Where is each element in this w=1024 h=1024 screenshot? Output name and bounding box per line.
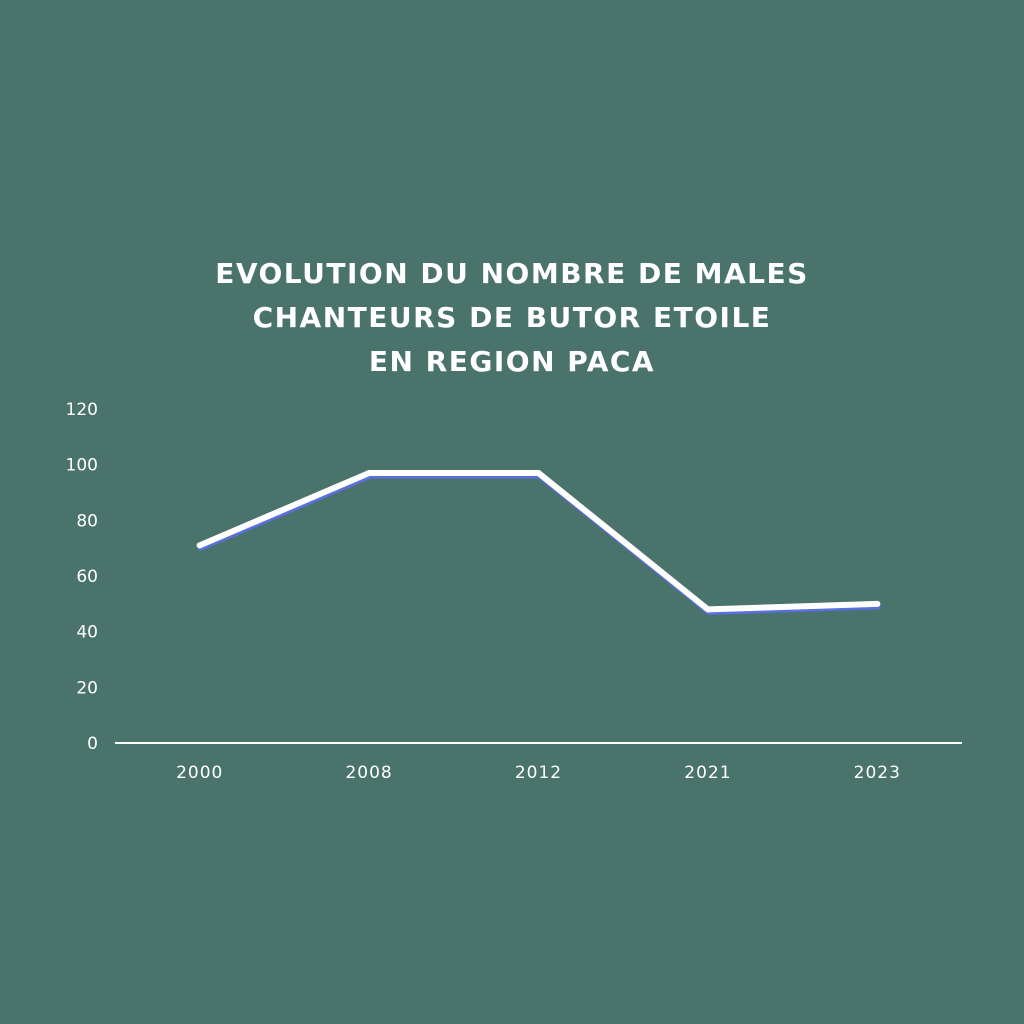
data-point <box>366 470 373 477</box>
x-axis-ticks: 2000 2008 2012 2021 2023 <box>176 763 901 783</box>
series-group <box>196 470 881 615</box>
drop-lines <box>199 473 878 743</box>
x-tick-label: 2023 <box>854 763 901 783</box>
chart-title-line-2: CHANTEURS DE BUTOR ETOILE <box>252 301 772 334</box>
series-line-shadow <box>198 473 881 615</box>
y-tick-label: 20 <box>76 678 98 698</box>
x-tick-label: 2008 <box>345 763 392 783</box>
x-tick-label: 2000 <box>176 763 223 783</box>
data-point <box>704 606 711 613</box>
y-tick-label: 60 <box>76 567 98 587</box>
y-tick-label: 100 <box>66 456 98 476</box>
y-tick-label: 0 <box>87 734 98 754</box>
chart-title: EVOLUTION DU NOMBRE DE MALES CHANTEURS D… <box>0 252 1024 384</box>
y-tick-label: 80 <box>76 511 98 531</box>
x-tick-label: 2021 <box>684 763 731 783</box>
x-tick-label: 2012 <box>515 763 562 783</box>
y-tick-label: 120 <box>66 400 98 420</box>
y-tick-label: 40 <box>76 623 98 643</box>
data-point <box>535 470 542 477</box>
data-point <box>874 600 881 607</box>
data-point <box>196 542 203 549</box>
chart-title-line-3: EN REGION PACA <box>368 345 656 378</box>
chart-title-line-1: EVOLUTION DU NOMBRE DE MALES <box>215 257 809 290</box>
y-axis-ticks: 0 20 40 60 80 100 120 <box>66 400 98 754</box>
